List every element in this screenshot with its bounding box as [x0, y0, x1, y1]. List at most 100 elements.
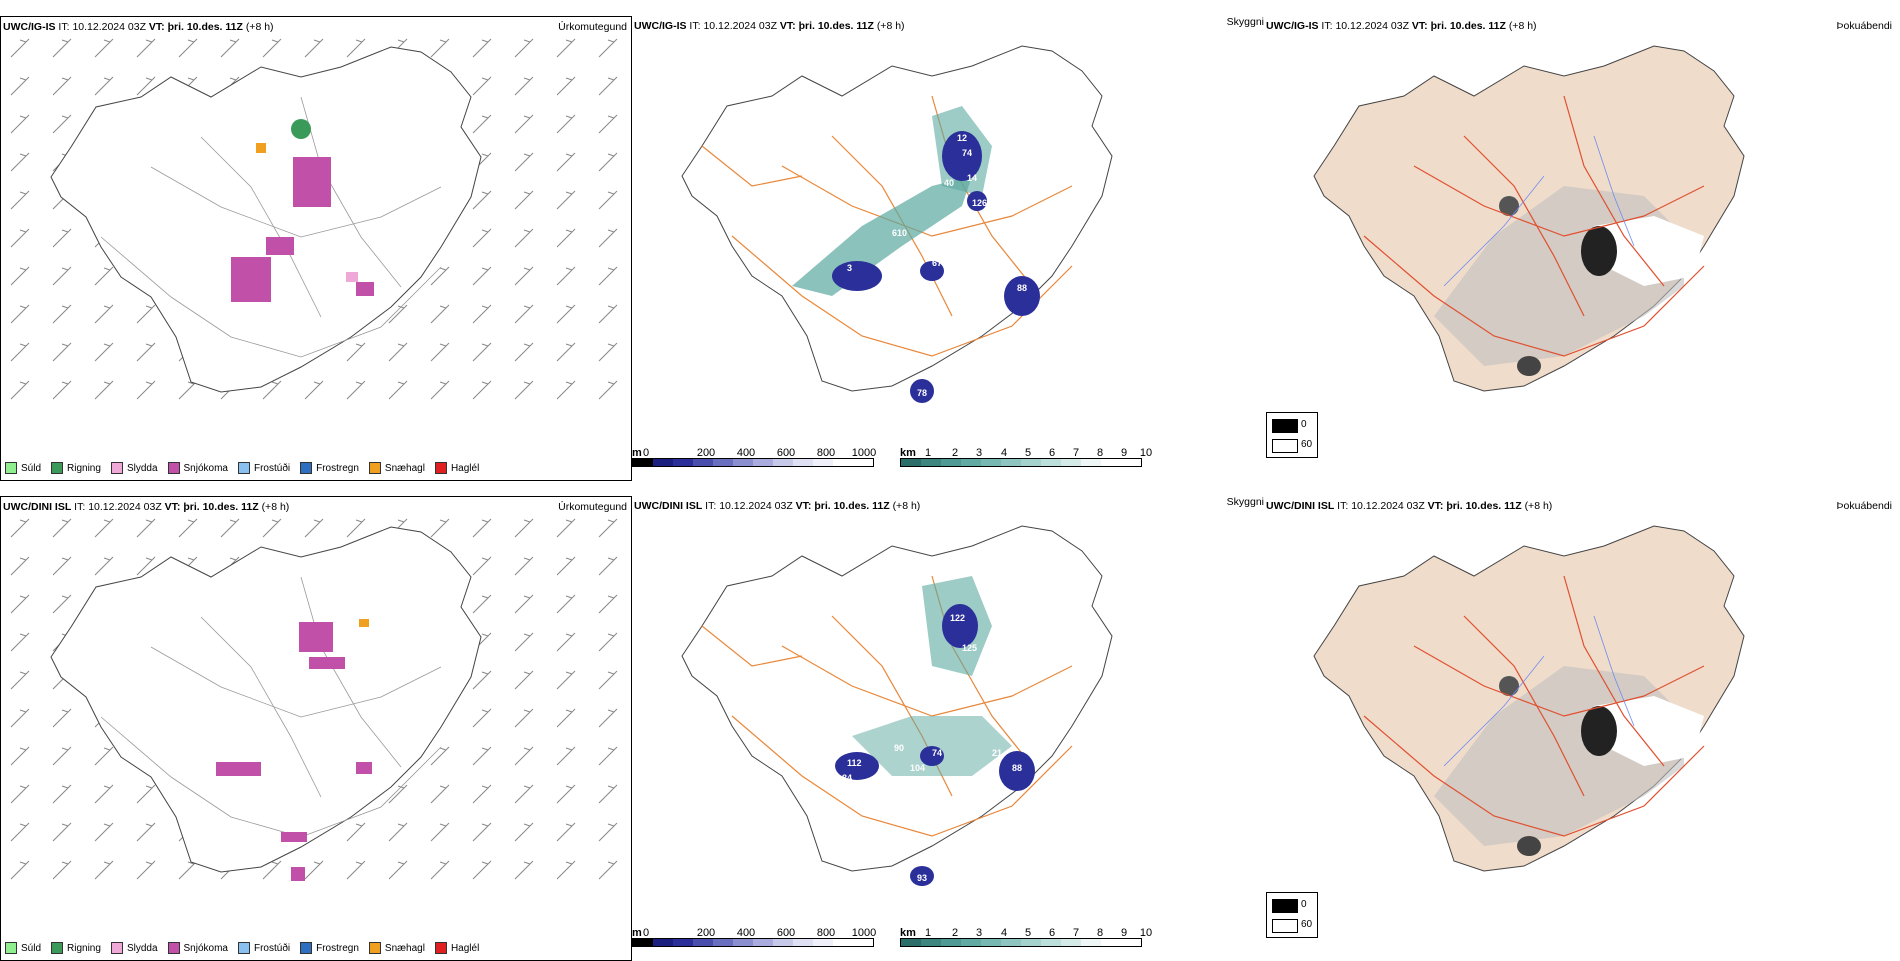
wind-barb — [556, 342, 576, 362]
wind-barb — [304, 38, 324, 58]
wind-barb — [10, 380, 30, 400]
wind-barb — [388, 860, 408, 880]
vis-label: 78 — [917, 388, 927, 398]
swatch-dense — [1272, 899, 1298, 913]
wind-barb — [10, 342, 30, 362]
vis-label: 125 — [962, 643, 977, 653]
wind-barb — [388, 822, 408, 842]
wind-barb — [556, 304, 576, 324]
wind-barb — [94, 304, 114, 324]
wind-barb — [472, 76, 492, 96]
unit: km — [900, 447, 916, 459]
swatch-hail — [434, 942, 447, 954]
snow-area — [299, 622, 333, 652]
swatch-freezing-rain — [300, 462, 313, 474]
wind-barb — [514, 746, 534, 766]
wind-barb — [52, 228, 72, 248]
ticks: 0 200 400 600 800 1000 — [642, 447, 877, 459]
panel-name: Skyggni — [1226, 496, 1264, 508]
vis-label: 88 — [1017, 283, 1027, 293]
swatch-drizzle — [5, 462, 17, 474]
wind-barb — [598, 152, 618, 172]
snow-hail-area — [359, 619, 369, 627]
wind-barb — [430, 342, 450, 362]
vis-label: 3 — [847, 263, 852, 273]
wind-barb — [514, 784, 534, 804]
fog-panel-top: UWC/IG-IS IT: 10.12.2024 03Z VT: þri. 10… — [1264, 16, 1896, 481]
vis-label: 122 — [950, 613, 965, 623]
colorbar-blocks — [900, 938, 1142, 947]
precip-map[interactable] — [1, 37, 633, 457]
wind-barb — [94, 380, 114, 400]
wind-barb — [136, 380, 156, 400]
fog-core — [835, 752, 879, 780]
wind-barb — [136, 860, 156, 880]
wind-barb — [52, 556, 72, 576]
wind-barb — [514, 670, 534, 690]
fog-core — [910, 379, 934, 403]
wind-barb — [472, 380, 492, 400]
wind-barb — [430, 822, 450, 842]
wind-barb — [598, 76, 618, 96]
wind-barb — [10, 152, 30, 172]
wind-barb — [94, 342, 114, 362]
iceland-outline — [50, 526, 482, 873]
vis-label: 112 — [847, 758, 862, 768]
road-lines — [100, 96, 442, 358]
swatch-freezing-drizzle — [237, 462, 250, 474]
panel-title: UWC/DINI ISL IT: 10.12.2024 03Z VT: þri.… — [634, 500, 921, 512]
wind-barb — [388, 304, 408, 324]
swatch-dense — [1272, 419, 1298, 433]
wind-barb — [346, 860, 366, 880]
visibility-labels: 122 125 74 90 112 104 21 88 84 93 — [842, 613, 1022, 883]
wind-barb — [220, 518, 240, 538]
colorbar-blocks — [632, 458, 874, 467]
fog-map[interactable] — [1264, 516, 1896, 936]
road-lines — [100, 576, 442, 838]
wind-barb — [346, 380, 366, 400]
precip-map[interactable] — [1, 517, 633, 937]
snow-area — [231, 257, 271, 302]
fog-dense — [1581, 226, 1617, 276]
wind-barb — [514, 556, 534, 576]
wind-barb — [598, 594, 618, 614]
snow-area — [291, 867, 305, 881]
wind-barb — [10, 670, 30, 690]
wind-barb — [52, 822, 72, 842]
wind-barb — [346, 38, 366, 58]
swatch-sleet — [110, 942, 123, 954]
visibility-map[interactable]: 12 74 40 14 126 610 67 56 90 3 111 88 4 … — [632, 36, 1264, 456]
wind-barb — [304, 380, 324, 400]
wind-barb — [388, 380, 408, 400]
river-lines — [1443, 615, 1635, 767]
vis-label: 111 — [907, 278, 921, 288]
wind-barb — [52, 266, 72, 286]
wind-barb — [472, 38, 492, 58]
wind-barb — [556, 632, 576, 652]
snow-area — [356, 762, 372, 774]
wind-barb — [472, 266, 492, 286]
low-visibility-band — [792, 176, 972, 296]
fog-core — [942, 131, 982, 181]
unit: m — [632, 447, 642, 459]
colorbar-blocks — [632, 938, 874, 947]
wind-barb — [52, 708, 72, 728]
wind-barb — [472, 518, 492, 538]
panel-name: Úrkomutegund — [558, 21, 627, 33]
fog-core — [920, 746, 944, 766]
wind-barb — [304, 860, 324, 880]
fog-map[interactable] — [1264, 36, 1896, 456]
vis-label: 126 — [972, 198, 987, 208]
wind-barb — [304, 518, 324, 538]
snow-area — [293, 157, 331, 207]
wind-barb — [10, 708, 30, 728]
wind-barb — [430, 518, 450, 538]
visibility-map[interactable]: 122 125 74 90 112 104 21 88 84 93 — [632, 516, 1264, 936]
snow-area — [266, 237, 294, 255]
wind-barb — [262, 380, 282, 400]
wind-barb — [430, 860, 450, 880]
panel-name: Skyggni — [1226, 16, 1264, 28]
wind-barb — [556, 152, 576, 172]
wind-barb — [430, 38, 450, 58]
wind-barb — [472, 228, 492, 248]
